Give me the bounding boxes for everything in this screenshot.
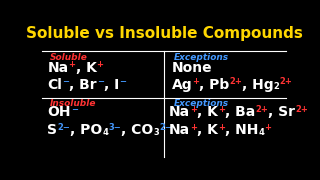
Text: Soluble: Soluble bbox=[50, 53, 88, 62]
Text: −: − bbox=[97, 77, 104, 86]
Text: −: − bbox=[71, 105, 78, 114]
Text: , Hg: , Hg bbox=[242, 78, 274, 92]
Text: +: + bbox=[218, 105, 225, 114]
Text: Exceptions: Exceptions bbox=[174, 53, 229, 62]
Text: 4: 4 bbox=[103, 128, 108, 137]
Text: , Br: , Br bbox=[69, 78, 97, 92]
Text: , Pb: , Pb bbox=[199, 78, 229, 92]
Text: 2: 2 bbox=[274, 82, 280, 91]
Text: Ag: Ag bbox=[172, 78, 192, 92]
Text: 2+: 2+ bbox=[229, 77, 242, 86]
Text: , K: , K bbox=[197, 105, 218, 119]
Text: +: + bbox=[192, 77, 199, 86]
Text: Na: Na bbox=[169, 123, 190, 137]
Text: None: None bbox=[172, 61, 212, 75]
Text: S: S bbox=[47, 123, 58, 137]
Text: Exceptions: Exceptions bbox=[174, 99, 229, 108]
Text: Na: Na bbox=[169, 105, 190, 119]
Text: +: + bbox=[96, 60, 103, 69]
Text: −: − bbox=[119, 77, 126, 86]
Text: , CO: , CO bbox=[121, 123, 154, 137]
Text: , I: , I bbox=[104, 78, 119, 92]
Text: Insoluble: Insoluble bbox=[50, 99, 96, 108]
Text: , PO: , PO bbox=[70, 123, 103, 137]
Text: 2+: 2+ bbox=[280, 77, 292, 86]
Text: , Sr: , Sr bbox=[268, 105, 295, 119]
Text: +: + bbox=[68, 60, 76, 69]
Text: +: + bbox=[190, 105, 197, 114]
Text: Na: Na bbox=[47, 61, 68, 75]
Text: +: + bbox=[218, 123, 225, 132]
Text: , Ba: , Ba bbox=[225, 105, 255, 119]
Text: , K: , K bbox=[197, 123, 218, 137]
Text: 2−: 2− bbox=[58, 123, 70, 132]
Text: 3−: 3− bbox=[108, 123, 121, 132]
Text: +: + bbox=[264, 123, 271, 132]
Text: 4: 4 bbox=[258, 128, 264, 137]
Text: 2+: 2+ bbox=[255, 105, 268, 114]
Text: −: − bbox=[62, 77, 69, 86]
Text: 2+: 2+ bbox=[295, 105, 308, 114]
Text: +: + bbox=[190, 123, 197, 132]
Text: , K: , K bbox=[76, 61, 96, 75]
Text: 2−: 2− bbox=[159, 123, 172, 132]
Text: 3: 3 bbox=[154, 128, 159, 137]
Text: Soluble vs Insoluble Compounds: Soluble vs Insoluble Compounds bbox=[26, 26, 302, 41]
Text: , NH: , NH bbox=[225, 123, 258, 137]
Text: Cl: Cl bbox=[47, 78, 62, 92]
Text: OH: OH bbox=[47, 105, 71, 119]
